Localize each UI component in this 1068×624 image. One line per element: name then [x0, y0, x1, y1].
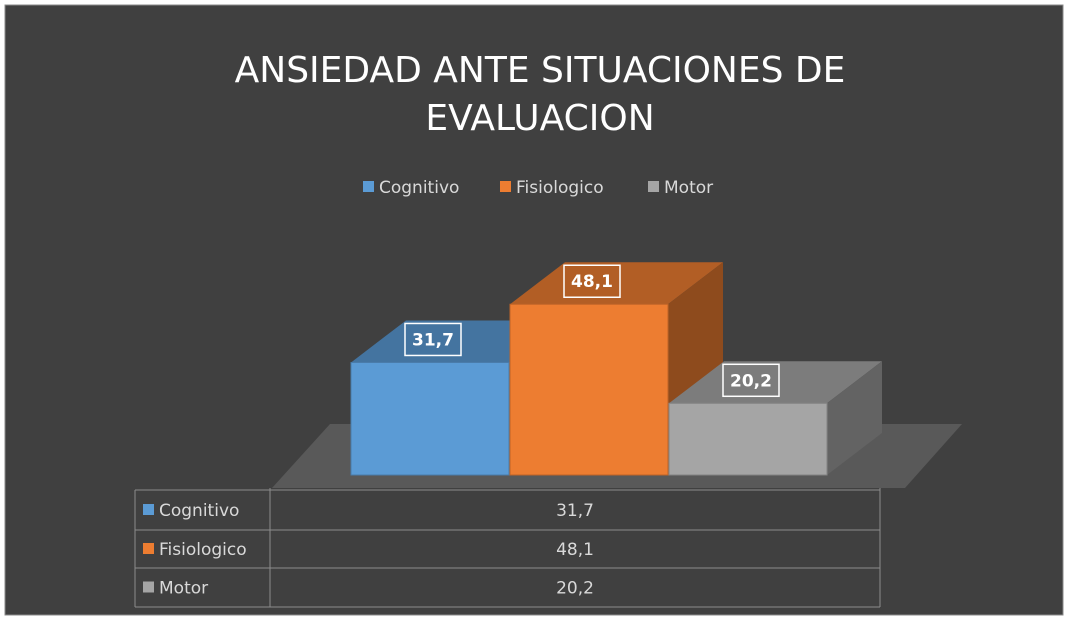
table-row-label: Motor [159, 579, 208, 599]
table-value: 48,1 [556, 540, 594, 560]
bar [350, 361, 510, 476]
table-value: 31,7 [556, 501, 594, 521]
chart-title: ANSIEDAD ANTE SITUACIONES DE [235, 50, 846, 91]
table-swatch [143, 581, 154, 593]
table-row-label: Fisiologico [159, 540, 247, 560]
data-label: 48,1 [571, 272, 613, 292]
data-label-box [404, 322, 462, 357]
bar-side [827, 361, 882, 475]
table-row-label: Cognitivo [159, 501, 239, 521]
legend-label: Motor [664, 178, 713, 198]
data-label: 31,7 [412, 330, 454, 350]
table-swatch [143, 543, 154, 554]
data-label-box [722, 363, 780, 398]
data-label-box [563, 264, 621, 298]
data-label: 20,2 [730, 371, 772, 391]
legend-label: Fisiologico [516, 178, 604, 198]
chart-title: EVALUACION [425, 98, 654, 139]
table-swatch [143, 504, 154, 515]
legend-swatch [648, 181, 659, 192]
table-value: 20,2 [556, 579, 594, 599]
legend-label: Cognitivo [379, 178, 459, 198]
legend-swatch [363, 181, 374, 192]
bar [509, 303, 669, 476]
bar [668, 402, 828, 476]
legend-swatch [500, 181, 511, 192]
